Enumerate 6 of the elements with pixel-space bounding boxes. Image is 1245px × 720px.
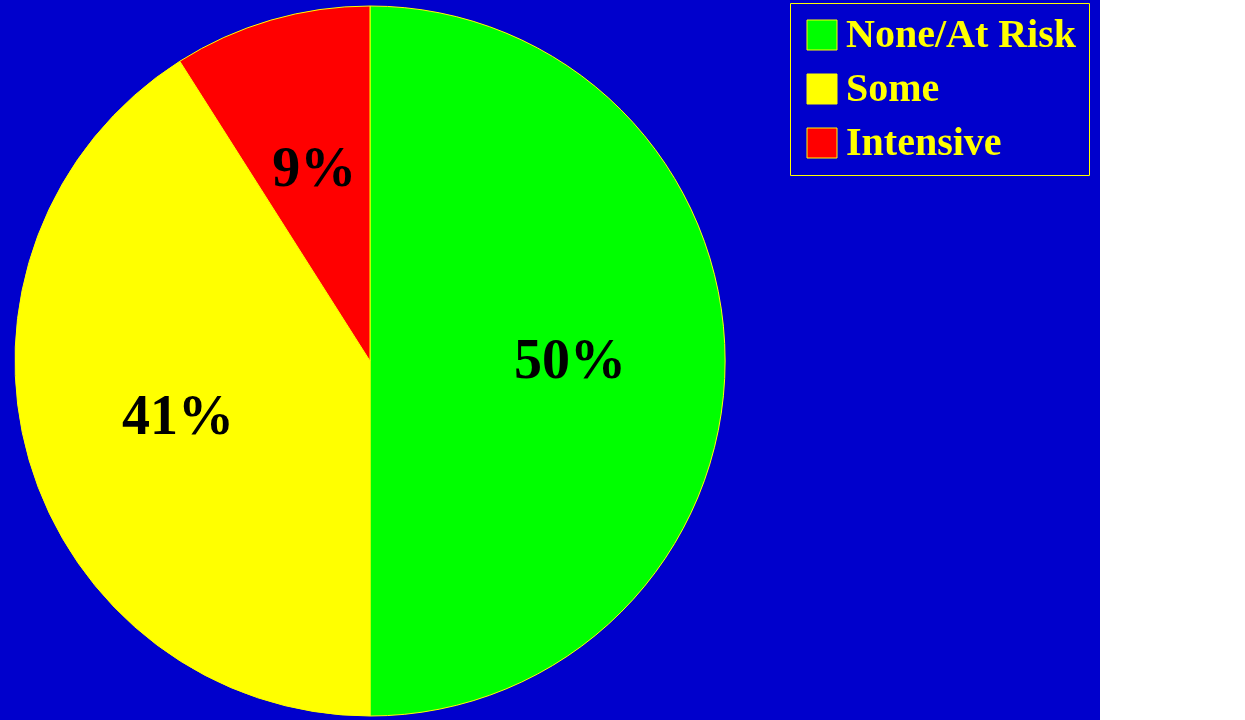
data-label: 50% (514, 328, 626, 390)
data-label: 41% (121, 383, 234, 446)
legend-label: Some (846, 65, 940, 110)
legend-label: None/At Risk (846, 11, 1077, 56)
data-label: 9% (272, 135, 357, 198)
legend-label: Intensive (846, 119, 1002, 164)
